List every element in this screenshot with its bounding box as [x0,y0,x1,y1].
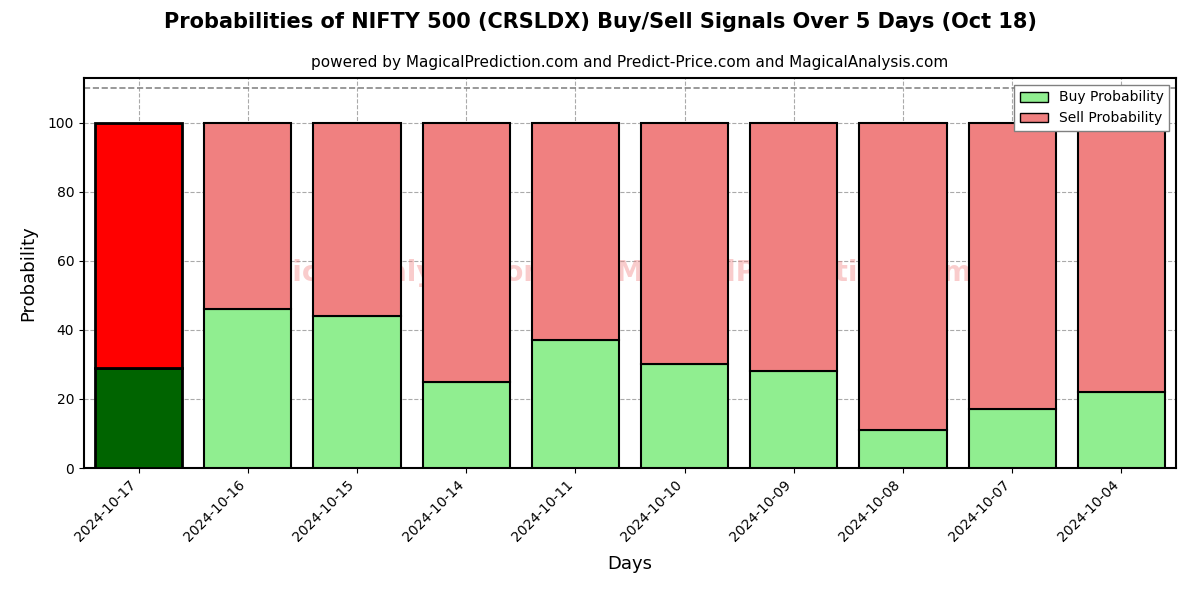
Bar [204,123,292,309]
Bar [95,368,182,468]
Bar [859,123,947,430]
Text: MagicalAnalysis.com: MagicalAnalysis.com [227,259,553,287]
Bar [1078,392,1165,468]
Bar [641,123,728,364]
Bar [422,382,510,468]
X-axis label: Days: Days [607,556,653,574]
Text: MagicalPrediction.com: MagicalPrediction.com [616,259,972,287]
Bar [313,123,401,316]
Bar [750,123,838,371]
Title: powered by MagicalPrediction.com and Predict-Price.com and MagicalAnalysis.com: powered by MagicalPrediction.com and Pre… [311,55,949,70]
Bar [204,309,292,468]
Bar [532,123,619,340]
Bar [422,123,510,382]
Legend: Buy Probability, Sell Probability: Buy Probability, Sell Probability [1014,85,1169,131]
Bar [750,371,838,468]
Bar [859,430,947,468]
Text: Probabilities of NIFTY 500 (CRSLDX) Buy/Sell Signals Over 5 Days (Oct 18): Probabilities of NIFTY 500 (CRSLDX) Buy/… [163,12,1037,32]
Bar [1078,123,1165,392]
Bar [95,123,182,368]
Bar [968,123,1056,409]
Bar [641,364,728,468]
Bar [532,340,619,468]
Y-axis label: Probability: Probability [19,225,37,321]
Bar [968,409,1056,468]
Bar [313,316,401,468]
